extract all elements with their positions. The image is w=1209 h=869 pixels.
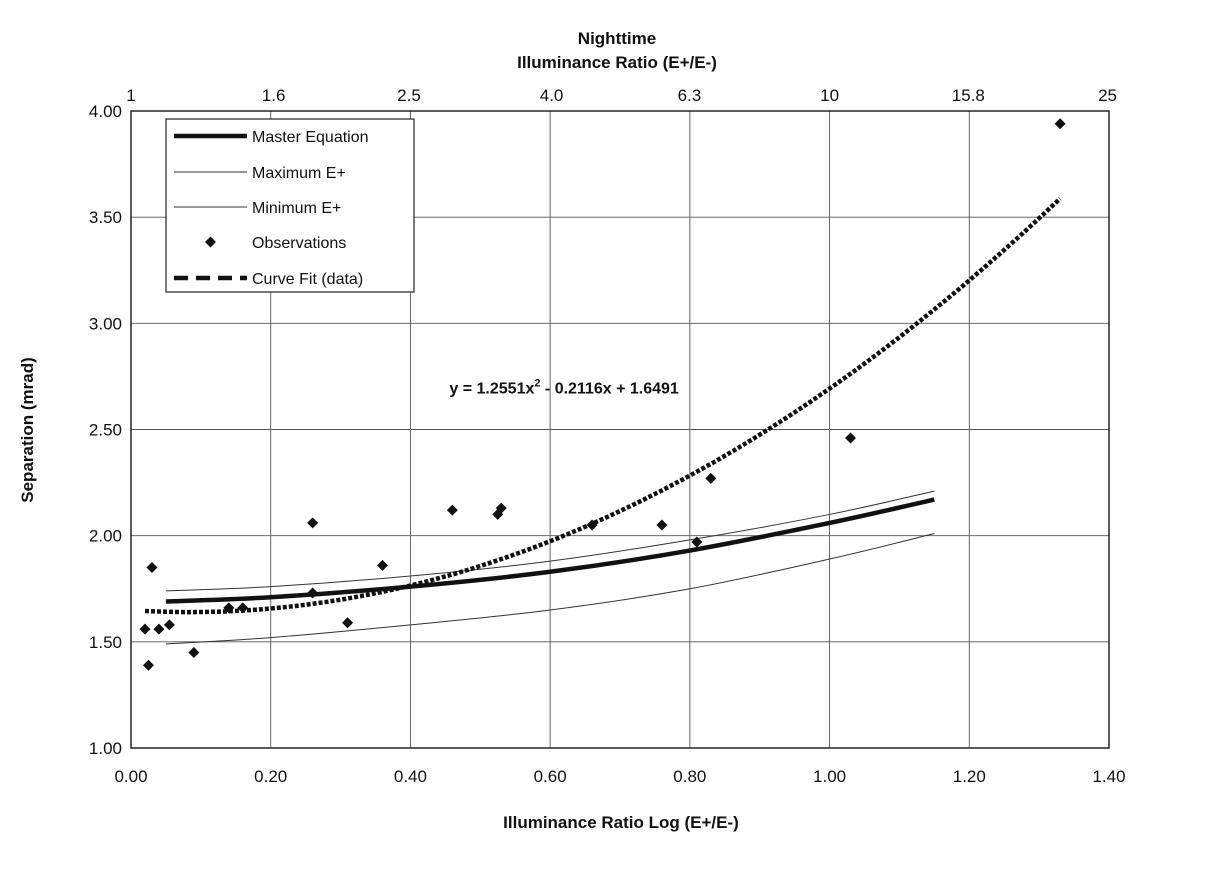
- top-tick-label: 4.0: [540, 86, 564, 105]
- legend: Master Equation Maximum E+ Minimum E+ Obser…: [165, 118, 415, 293]
- observation-point: [1054, 118, 1066, 130]
- series-curve-fit: [144, 196, 1062, 615]
- curve-fit-equation: y = 1.2551x2 - 0.2116x + 1.6491: [449, 377, 679, 397]
- observation-point: [163, 619, 175, 631]
- legend-swatch-observations: [205, 236, 216, 248]
- y-tick-label: 3.50: [89, 208, 122, 227]
- equation-main: y = 1.2551x: [449, 380, 534, 397]
- top-axis-label: Illuminance Ratio (E+/E-): [517, 53, 717, 72]
- top-tick-label: 2.5: [397, 86, 421, 105]
- observation-point: [586, 519, 598, 531]
- series-master-equation: [165, 497, 935, 604]
- plot-frame: [130, 110, 1110, 749]
- observation-point: [656, 519, 668, 531]
- y-tick-label: 2.00: [89, 527, 122, 546]
- observation-point: [142, 659, 154, 671]
- x-tick-label: 1.00: [813, 767, 846, 786]
- x-tick-label: 0.80: [673, 767, 706, 786]
- observation-point: [342, 617, 354, 629]
- observation-point: [146, 562, 158, 574]
- x-tick-label: 1.40: [1092, 767, 1125, 786]
- observation-point: [376, 559, 388, 571]
- observation-point: [307, 517, 319, 529]
- x-tick-label: 0.20: [254, 767, 287, 786]
- x-axis-label: Illuminance Ratio Log (E+/E-): [503, 813, 739, 832]
- observation-point: [153, 623, 165, 635]
- top-tick-label: 1.6: [262, 86, 286, 105]
- x-tick-label: 0.00: [114, 767, 147, 786]
- observation-point: [495, 502, 507, 514]
- legend-label: Curve Fit (data): [252, 271, 363, 288]
- legend-label: Maximum E+: [252, 165, 346, 182]
- observation-point: [705, 472, 717, 484]
- y-tick-label: 1.50: [89, 633, 122, 652]
- observation-point: [139, 623, 151, 635]
- x-tick-label: 0.40: [394, 767, 427, 786]
- y-axis-label: Separation (mrad): [18, 357, 37, 502]
- legend-label: Observations: [252, 235, 346, 252]
- y-axis-ticks: 1.00 1.50 2.00 2.50 3.00 3.50 4.00: [89, 102, 122, 758]
- chart-title: Nighttime: [578, 29, 656, 48]
- top-tick-label: 25: [1098, 86, 1117, 105]
- y-tick-label: 4.00: [89, 102, 122, 121]
- observation-point: [307, 587, 319, 599]
- top-tick-label: 6.3: [678, 86, 702, 105]
- observation-point: [223, 602, 235, 614]
- y-tick-label: 2.50: [89, 421, 122, 440]
- observation-point: [188, 646, 200, 658]
- top-tick-label: 1: [126, 86, 135, 105]
- x-axis-ticks: 0.00 0.20 0.40 0.60 0.80 1.00 1.20 1.40: [114, 767, 1125, 786]
- grid: [131, 111, 1109, 748]
- series-minimum-e: [165, 533, 935, 645]
- top-tick-label: 15.8: [952, 86, 985, 105]
- observation-point: [845, 432, 857, 444]
- legend-label: Minimum E+: [252, 200, 341, 217]
- equation-rest: - 0.2116x + 1.6491: [540, 380, 678, 397]
- observation-point: [691, 536, 703, 548]
- top-axis-ticks: 1 1.6 2.5 4.0 6.3 10 15.8 25: [126, 86, 1117, 105]
- y-tick-label: 1.00: [89, 739, 122, 758]
- legend-box: [165, 118, 415, 293]
- observation-point: [492, 508, 504, 520]
- observation-point: [237, 602, 249, 614]
- legend-label: Master Equation: [252, 129, 369, 146]
- equation-exponent: 2: [534, 377, 540, 389]
- x-tick-label: 1.20: [953, 767, 986, 786]
- series-layer: [139, 118, 1066, 671]
- observation-point: [446, 504, 458, 516]
- top-tick-label: 10: [820, 86, 839, 105]
- series-maximum-e: [165, 490, 935, 592]
- y-tick-label: 3.00: [89, 314, 122, 333]
- x-tick-label: 0.60: [534, 767, 567, 786]
